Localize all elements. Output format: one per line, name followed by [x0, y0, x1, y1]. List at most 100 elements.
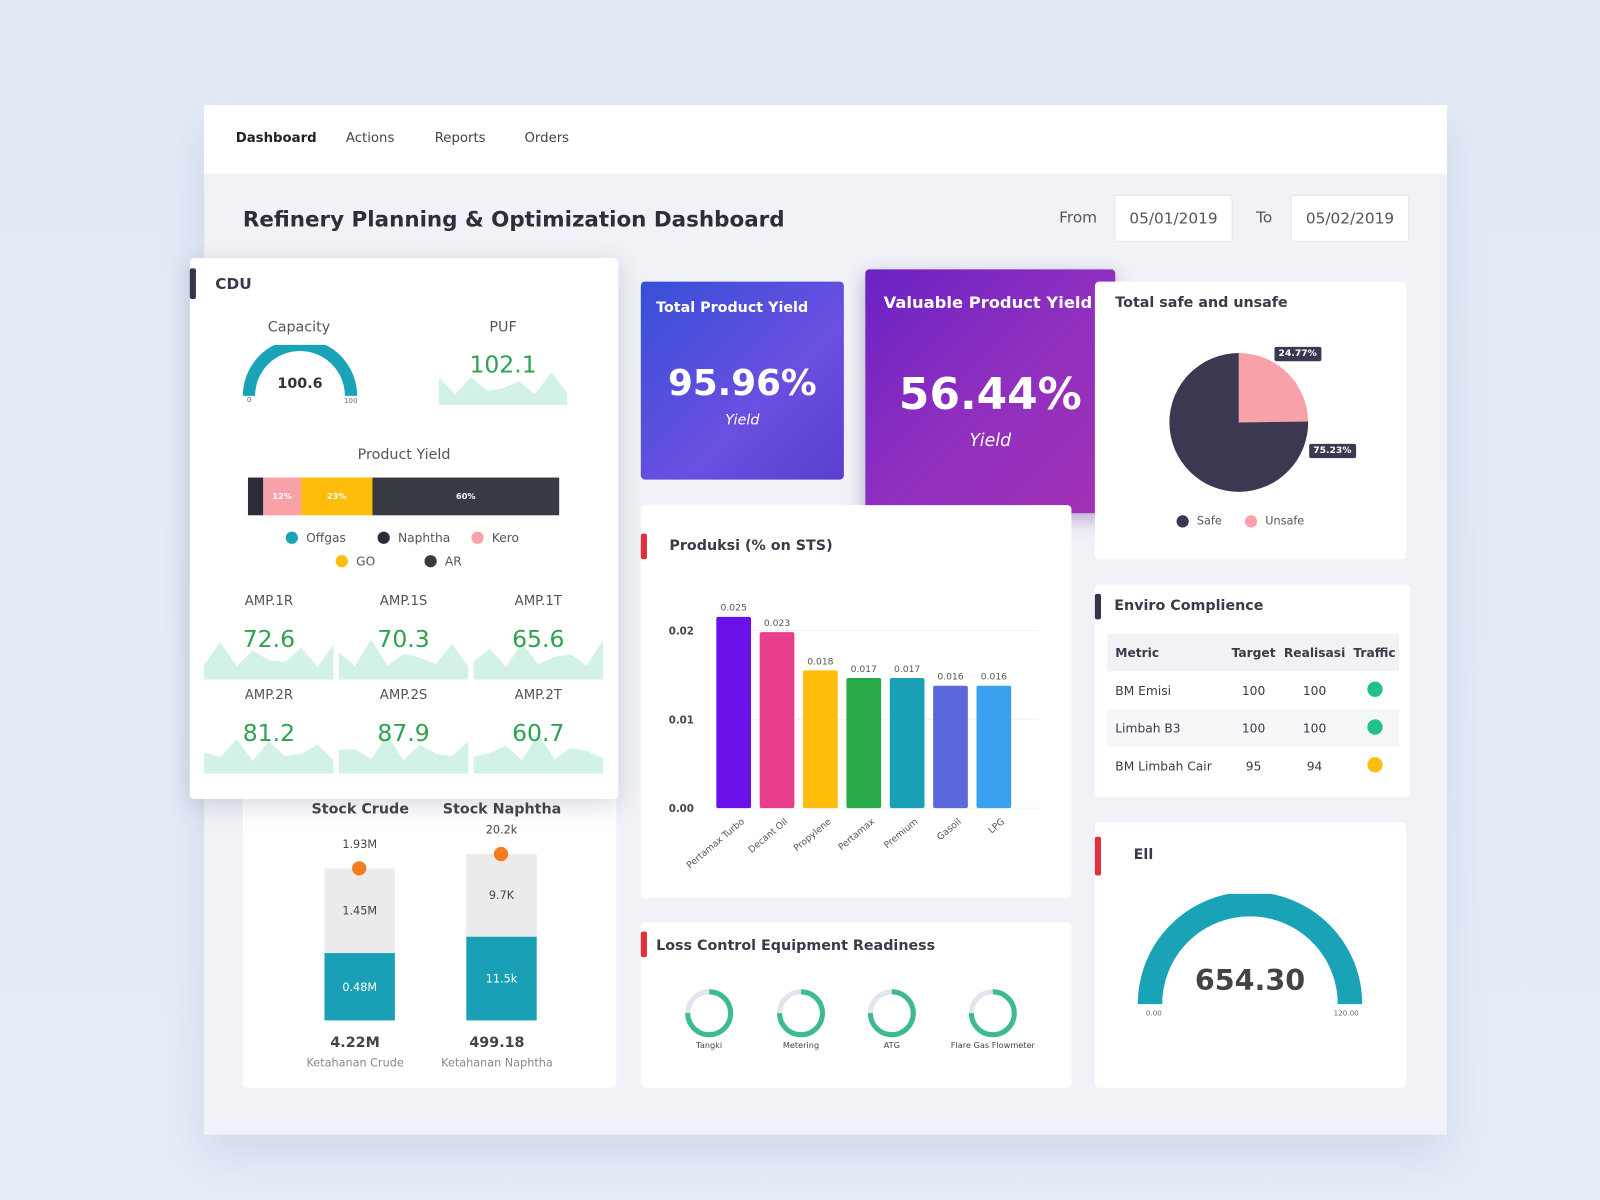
- legend-safe: Safe: [1176, 514, 1222, 528]
- stock-lower-segment: 11.5k: [466, 936, 537, 1021]
- legend-label: AR: [444, 554, 462, 569]
- capacity-label: Capacity: [267, 319, 331, 336]
- nav-reports[interactable]: Reports: [434, 130, 486, 146]
- cdu-title: CDU: [215, 274, 252, 293]
- readiness-label: Flare Gas Flowmeter: [950, 1040, 1035, 1050]
- amp-sparkline: [204, 738, 334, 774]
- sparkline-area: [473, 639, 604, 680]
- bar-propylene[interactable]: [803, 670, 838, 809]
- to-date-input[interactable]: 05/02/2019: [1290, 194, 1410, 242]
- cell-target: 95: [1245, 758, 1262, 773]
- table-row: BM Emisi 100 100: [1107, 671, 1399, 709]
- nav-orders[interactable]: Orders: [524, 130, 570, 146]
- cell-target: 100: [1241, 720, 1266, 736]
- cell-traffic: [1350, 709, 1399, 747]
- yield-segment-kero: 12%: [263, 477, 301, 516]
- x-tick-label: LPG: [986, 816, 1007, 836]
- ell-value: 654.30: [1194, 963, 1306, 997]
- cell-traffic: [1350, 671, 1399, 709]
- bar-premium[interactable]: [889, 678, 925, 809]
- pie-slice-safe: [1169, 353, 1309, 492]
- amp-label: AMP.2R: [244, 687, 294, 704]
- legend-unsafe: Unsafe: [1244, 514, 1305, 528]
- sparkline-area: [338, 639, 469, 680]
- cdu-card: [189, 258, 619, 799]
- stock-title: Stock Naphtha: [442, 801, 562, 818]
- th-metric: Metric: [1115, 645, 1160, 660]
- bar-value-label: 0.016: [937, 672, 963, 683]
- traffic-light-icon: [1366, 681, 1383, 697]
- produksi-accent: [640, 533, 647, 560]
- readiness-label: ATG: [883, 1040, 900, 1050]
- bar-pertamax-turbo[interactable]: [716, 616, 752, 809]
- valuable-yield-sub: Yield: [969, 430, 1012, 452]
- legend-dot-icon: [335, 555, 348, 568]
- legend-label: Offgas: [306, 530, 346, 545]
- capacity-min: 0: [246, 395, 252, 405]
- sparkline-area: [204, 738, 334, 774]
- valuable-yield-title: Valuable Product Yield: [883, 292, 1093, 313]
- bar-lpg[interactable]: [976, 685, 1012, 809]
- capacity-gauge: [242, 344, 358, 397]
- pie-slice-unsafe: [1238, 353, 1309, 423]
- safe-pct-label: 75.23%: [1309, 443, 1356, 459]
- y-tick-label: 0.00: [669, 804, 694, 815]
- sparkline-area: [338, 734, 469, 774]
- bar-value-label: 0.016: [981, 672, 1007, 683]
- unsafe-label: Unsafe: [1265, 514, 1305, 528]
- total-product-yield-card: Total Product Yield 95.96% Yield: [640, 281, 844, 480]
- ell-gauge: [1137, 893, 1363, 1005]
- yield-segment-go: 23%: [300, 477, 373, 516]
- valuable-product-yield-card: Valuable Product Yield 56.44% Yield: [865, 269, 1116, 514]
- ell-card: [1094, 822, 1407, 1088]
- stock-total: 499.18: [469, 1034, 525, 1052]
- amp-sparkline: [338, 734, 469, 774]
- ell-gauge-arc: [1137, 893, 1363, 1005]
- yield-legend-kero: Kero: [471, 531, 519, 545]
- cell-realisasi: 100: [1302, 683, 1327, 698]
- stock-upper-segment: 9.7K: [466, 854, 537, 937]
- valuable-yield-value: 56.44%: [898, 369, 1082, 421]
- stock-upper-segment: 1.45M: [324, 868, 395, 954]
- enviro-table: Metric Target Realisasi Traffic BM Emisi…: [1107, 633, 1399, 785]
- bar-decant-oil[interactable]: [759, 632, 795, 809]
- enviro-title: Enviro Complience: [1114, 597, 1264, 615]
- readiness-label: Metering: [782, 1040, 820, 1050]
- bar-gasoil[interactable]: [933, 685, 968, 809]
- nav-dashboard[interactable]: Dashboard: [235, 130, 317, 146]
- stock-top-value: 20.2k: [485, 823, 518, 837]
- bar-pertamax[interactable]: [846, 678, 882, 809]
- readiness-donut: [777, 989, 825, 1038]
- legend-label: Naphtha: [397, 530, 451, 545]
- traffic-light-icon: [1366, 756, 1383, 772]
- stock-total: 4.22M: [330, 1034, 380, 1052]
- amp-label: AMP.1R: [244, 593, 294, 610]
- loss-card: [640, 922, 1072, 1088]
- amp-sparkline: [473, 639, 604, 680]
- amp-value: 81.2: [242, 720, 296, 747]
- yield-legend-go: GO: [335, 554, 375, 568]
- th-target: Target: [1231, 645, 1276, 660]
- bar-value-label: 0.023: [764, 618, 790, 629]
- x-tick-label: Decant Oil: [746, 816, 790, 855]
- x-tick-label: Pertamax Turbo: [685, 816, 747, 871]
- cell-metric: BM Emisi: [1115, 683, 1172, 698]
- capacity-gauge-arc: [242, 344, 358, 397]
- table-row: BM Limbah Cair 95 94: [1107, 747, 1399, 785]
- amp-sparkline: [204, 641, 334, 680]
- from-date-input[interactable]: 05/01/2019: [1114, 194, 1233, 242]
- cell-realisasi: 94: [1306, 758, 1323, 773]
- total-yield-title: Total Product Yield: [656, 299, 809, 317]
- yield-segment-naphtha: [247, 477, 264, 516]
- ell-accent: [1094, 836, 1102, 876]
- capacity-value: 100.6: [277, 375, 323, 392]
- x-tick-label: Propylene: [792, 816, 834, 854]
- nav-actions[interactable]: Actions: [345, 130, 395, 146]
- yield-legend-naphtha: Naphtha: [377, 530, 451, 545]
- enviro-accent: [1094, 593, 1102, 620]
- legend-dot-icon: [377, 531, 390, 544]
- bar-value-label: 0.025: [721, 603, 747, 614]
- from-label: From: [1059, 208, 1098, 227]
- readiness-donut: [968, 989, 1017, 1038]
- amp-label: AMP.2S: [379, 687, 428, 704]
